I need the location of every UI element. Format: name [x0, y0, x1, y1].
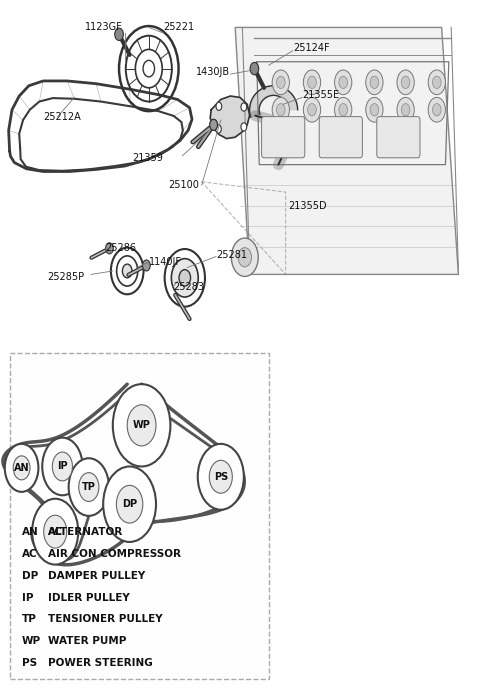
Text: IDLER PULLEY: IDLER PULLEY: [48, 593, 130, 602]
Circle shape: [397, 70, 414, 95]
Circle shape: [241, 123, 247, 131]
Circle shape: [69, 458, 109, 516]
Polygon shape: [250, 86, 298, 117]
Circle shape: [303, 70, 321, 95]
Circle shape: [276, 76, 285, 88]
Text: IP: IP: [22, 593, 33, 602]
Circle shape: [238, 248, 252, 267]
Circle shape: [272, 70, 289, 95]
Text: WP: WP: [132, 421, 151, 430]
Text: AC: AC: [22, 549, 37, 558]
Circle shape: [44, 515, 67, 548]
Text: DP: DP: [122, 499, 137, 509]
Circle shape: [370, 76, 379, 88]
Text: 21355E: 21355E: [302, 90, 339, 99]
Text: DP: DP: [22, 571, 38, 580]
Circle shape: [13, 456, 30, 480]
Text: TP: TP: [82, 482, 96, 492]
Circle shape: [117, 486, 143, 523]
Text: 25124F: 25124F: [293, 43, 329, 53]
FancyBboxPatch shape: [319, 117, 362, 158]
Circle shape: [339, 76, 348, 88]
Circle shape: [115, 28, 123, 40]
Circle shape: [5, 444, 38, 492]
Circle shape: [272, 97, 289, 122]
Circle shape: [397, 97, 414, 122]
Text: DAMPER PULLEY: DAMPER PULLEY: [48, 571, 145, 580]
Circle shape: [143, 260, 150, 271]
Text: 21355D: 21355D: [288, 201, 326, 211]
FancyBboxPatch shape: [10, 353, 269, 679]
Text: AN: AN: [14, 463, 29, 473]
Circle shape: [370, 104, 379, 116]
Text: AIR CON COMPRESSOR: AIR CON COMPRESSOR: [48, 549, 181, 558]
Text: AC: AC: [48, 527, 62, 536]
Circle shape: [428, 97, 445, 122]
Circle shape: [122, 264, 132, 278]
Circle shape: [335, 70, 352, 95]
Text: 1140JF: 1140JF: [149, 257, 182, 267]
Circle shape: [366, 97, 383, 122]
Circle shape: [127, 405, 156, 446]
Circle shape: [241, 103, 247, 111]
Text: AN: AN: [22, 527, 38, 536]
Circle shape: [106, 243, 113, 254]
Text: 25281: 25281: [216, 250, 247, 260]
Polygon shape: [210, 96, 250, 139]
Text: WP: WP: [22, 637, 41, 646]
Circle shape: [303, 97, 321, 122]
Text: 25286: 25286: [106, 244, 137, 253]
Text: POWER STEERING: POWER STEERING: [48, 659, 153, 668]
Circle shape: [231, 238, 258, 276]
Circle shape: [366, 70, 383, 95]
Circle shape: [79, 473, 99, 501]
Text: 25285P: 25285P: [47, 272, 84, 282]
Circle shape: [308, 76, 316, 88]
Circle shape: [335, 97, 352, 122]
Circle shape: [32, 499, 78, 565]
Circle shape: [401, 104, 410, 116]
Circle shape: [113, 384, 170, 466]
Circle shape: [339, 104, 348, 116]
Text: 25100: 25100: [168, 180, 199, 190]
Circle shape: [210, 119, 217, 130]
Text: TENSIONER PULLEY: TENSIONER PULLEY: [48, 615, 163, 624]
Circle shape: [179, 270, 191, 286]
Text: IP: IP: [57, 462, 68, 471]
Text: PS: PS: [22, 659, 37, 668]
Text: ALTERNATOR: ALTERNATOR: [48, 527, 123, 536]
Circle shape: [428, 70, 445, 95]
Circle shape: [210, 119, 217, 130]
Text: 25283: 25283: [173, 282, 204, 292]
Text: 25212A: 25212A: [43, 112, 81, 121]
FancyBboxPatch shape: [377, 117, 420, 158]
Circle shape: [432, 76, 441, 88]
Circle shape: [165, 249, 205, 307]
Polygon shape: [235, 27, 458, 274]
Circle shape: [42, 438, 83, 495]
FancyBboxPatch shape: [262, 117, 305, 158]
Circle shape: [250, 62, 259, 75]
Circle shape: [401, 76, 410, 88]
Text: WATER PUMP: WATER PUMP: [48, 637, 126, 646]
Circle shape: [276, 104, 285, 116]
Text: 1430JB: 1430JB: [196, 67, 230, 77]
Circle shape: [171, 259, 198, 297]
Circle shape: [308, 104, 316, 116]
Text: 21359: 21359: [132, 153, 163, 163]
Text: PS: PS: [214, 472, 228, 482]
Text: 1123GF: 1123GF: [84, 23, 122, 32]
Circle shape: [103, 466, 156, 542]
Circle shape: [216, 125, 221, 133]
Circle shape: [209, 460, 232, 493]
Circle shape: [216, 102, 222, 110]
Circle shape: [143, 60, 155, 77]
Circle shape: [198, 444, 244, 510]
Text: TP: TP: [22, 615, 36, 624]
Circle shape: [432, 104, 441, 116]
Circle shape: [52, 452, 72, 481]
Text: 25221: 25221: [163, 23, 194, 32]
